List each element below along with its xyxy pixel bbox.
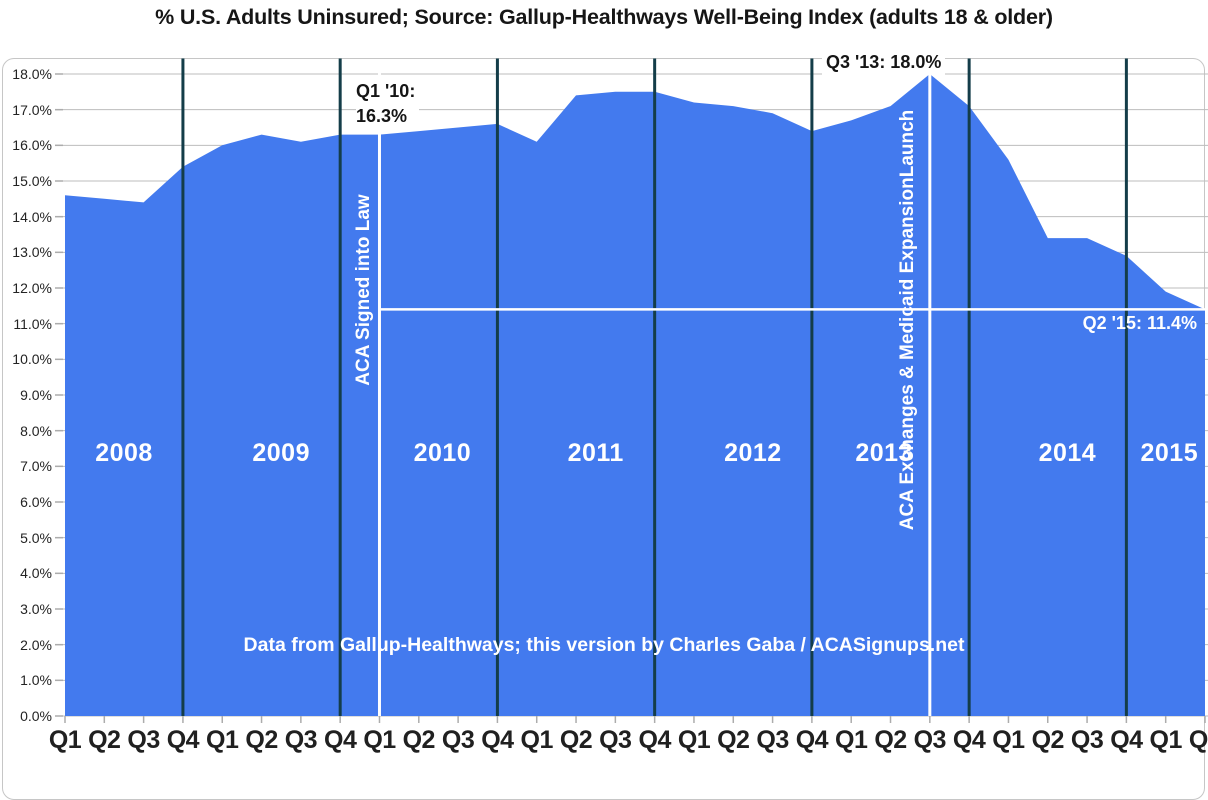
year-label: 2014 (1038, 439, 1097, 467)
x-tick-label: Q4 (324, 726, 357, 754)
y-tick-label: 14.0% (12, 208, 52, 225)
y-tick-label: 3.0% (20, 601, 52, 617)
annotation-q1-2010: Q1 '10: 16.3% (356, 79, 420, 129)
y-tick-label: 7.0% (20, 458, 52, 475)
y-tick-label: 2.0% (20, 636, 52, 653)
x-tick-label: Q3 (756, 726, 789, 754)
x-tick-label: Q3 (441, 726, 475, 754)
x-tick-label: Q4 (952, 726, 986, 754)
x-tick-label: Q2 (245, 726, 278, 754)
x-tick-label: Q3 (599, 726, 632, 754)
year-label: 2010 (413, 439, 472, 467)
y-tick-label: 4.0% (20, 565, 52, 582)
y-tick-label: 10.0% (12, 351, 52, 368)
y-tick-label: 1.0% (20, 672, 52, 689)
y-tick-label: 5.0% (20, 529, 52, 546)
x-ticks (64, 716, 1206, 723)
x-tick-label: Q2 (717, 726, 750, 754)
x-tick-label: Q1 (48, 726, 82, 754)
x-tick-label: Q4 (1110, 726, 1143, 754)
y-tick-label: 18.0% (12, 66, 52, 82)
x-tick-label: Q1 (992, 726, 1025, 754)
x-tick-label: Q2 (88, 726, 121, 754)
year-label: 2011 (567, 439, 624, 467)
event-label-aca-signed: ACA Signed into Law (353, 194, 374, 386)
year-label: 2012 (724, 439, 782, 467)
x-tick-label: Q1 (363, 726, 396, 754)
x-tick-label: Q3 (284, 726, 318, 754)
x-tick-label: Q3 (913, 726, 947, 754)
y-tick-label: 9.0% (20, 387, 52, 403)
annotation-q3-2013: Q3 '13: 18.0% (822, 50, 946, 75)
uninsured-area (65, 74, 1205, 716)
x-tick-label: Q4 (166, 726, 200, 754)
year-label: 2015 (1140, 439, 1199, 467)
x-tick-label: Q1 (835, 726, 868, 754)
annotation-q2-2015: Q2 '15: 11.4% (1082, 313, 1197, 333)
credit-text: Data from Gallup-Healthways; this versio… (243, 634, 965, 656)
year-separator-lines (181, 58, 1128, 716)
y-tick-label: 8.0% (20, 422, 52, 439)
annotation-q1-2010-line2: 16.3% (356, 106, 408, 126)
x-tick-label: Q2 (1031, 726, 1065, 754)
y-tick-label: 11.0% (13, 315, 52, 332)
x-tick-label: Q3 (1070, 726, 1104, 754)
year-label: 2008 (95, 439, 153, 467)
y-tick-label: 16.0% (12, 137, 52, 154)
x-tick-label: Q2 (1188, 726, 1208, 754)
x-tick-label: Q2 (559, 726, 593, 754)
x-tick-label: Q4 (795, 726, 829, 754)
x-tick-label: Q4 (481, 726, 514, 754)
x-tick-label: Q2 (874, 726, 907, 754)
x-tick-label: Q3 (127, 726, 160, 754)
x-tick-label: Q4 (638, 726, 672, 754)
y-tick-label: 0.0% (20, 708, 52, 724)
y-tick-label: 13.0% (12, 244, 52, 261)
x-tick-label: Q1 (1149, 726, 1183, 754)
y-tick-label: 6.0% (20, 494, 52, 510)
x-tick-label: Q1 (206, 726, 239, 754)
chart-title: % U.S. Adults Uninsured; Source: Gallup-… (155, 5, 1053, 29)
x-tick-label: Q1 (520, 726, 554, 754)
annotation-q1-2010-line1: Q1 '10: (356, 81, 416, 101)
event-label-aca-launch: ACA Exchanges & Medicaid ExpansionLaunch (897, 109, 918, 531)
y-tick-label: 15.0% (12, 173, 52, 189)
year-label: 2009 (252, 439, 310, 467)
y-tick-label: 17.0% (12, 101, 52, 118)
year-label: 2013 (855, 439, 913, 467)
x-tick-label: Q2 (402, 726, 436, 754)
x-tick-label: Q1 (677, 726, 711, 754)
y-tick-label: 12.0% (12, 280, 52, 296)
